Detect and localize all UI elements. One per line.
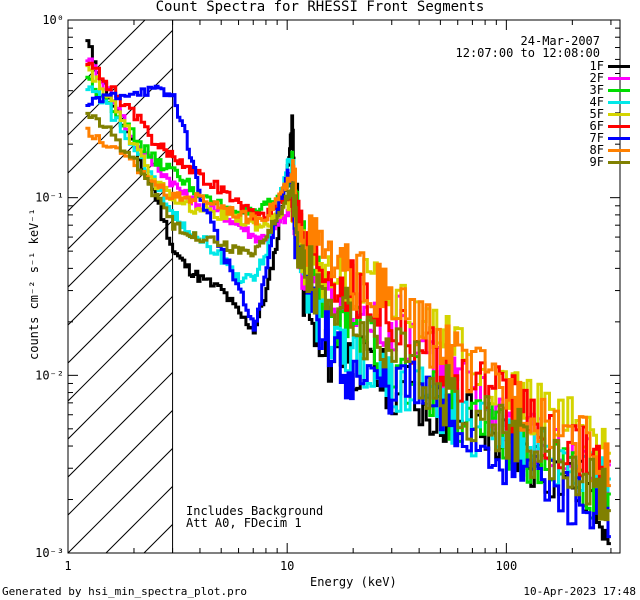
y-tick-label: 10⁻³ — [35, 546, 64, 560]
x-tick-label: 100 — [496, 559, 518, 573]
legend-swatch — [608, 136, 630, 140]
legend-swatch — [608, 148, 630, 152]
hatch-line — [68, 219, 173, 326]
legend-swatch — [608, 88, 630, 92]
y-tick-label: 10⁻² — [35, 368, 64, 382]
hatch-line — [68, 105, 173, 212]
x-tick-label: 1 — [64, 559, 71, 573]
hatch-line — [68, 447, 173, 553]
legend-entry: 1F — [589, 59, 630, 73]
legend-label: 3F — [589, 83, 604, 97]
generator-credit: Generated by hsi_min_spectra_plot.pro — [2, 585, 248, 598]
y-tick-label: 10⁻¹ — [35, 191, 64, 205]
observation-time-range: 12:07:00 to 12:08:00 — [455, 46, 601, 60]
chart-title: Count Spectra for RHESSI Front Segments — [155, 0, 485, 15]
legend-swatch — [608, 76, 630, 80]
y-axis-label: counts cm⁻² s⁻¹ keV⁻¹ — [27, 208, 41, 360]
legend-label: 5F — [589, 107, 604, 121]
series-line-6F — [85, 61, 611, 481]
legend-swatch — [608, 64, 630, 68]
y-tick-label: 10⁰ — [42, 13, 64, 27]
hatch-line — [68, 181, 173, 288]
observation-date: 24-Mar-2007 — [520, 34, 600, 48]
hatch-line — [68, 29, 173, 136]
plot-frame — [67, 19, 621, 554]
legend-label: 9F — [589, 155, 604, 169]
legend-swatch — [608, 124, 630, 128]
x-tick-label: 10 — [280, 559, 294, 573]
legend-entry: 8F — [589, 143, 630, 157]
hatch-line — [68, 257, 173, 364]
hatch-line — [68, 371, 173, 478]
background-note: Includes Background — [186, 504, 324, 518]
legend-label: 1F — [589, 59, 604, 73]
legend-entry: 9F — [589, 155, 630, 169]
legend: 1F 2F 3F 4F 5F 6F 7F 8F 9F — [589, 59, 630, 169]
legend-entry: 6F — [589, 119, 630, 133]
legend-label: 7F — [589, 131, 604, 145]
legend-entry: 3F — [589, 83, 630, 97]
legend-swatch — [608, 100, 630, 104]
legend-label: 2F — [589, 71, 604, 85]
hatch-line — [68, 333, 173, 440]
legend-label: 8F — [589, 143, 604, 157]
generation-timestamp: 10-Apr-2023 17:48 — [523, 585, 636, 598]
legend-entry: 7F — [589, 131, 630, 145]
legend-swatch — [608, 112, 630, 116]
legend-label: 6F — [589, 119, 604, 133]
legend-entry: 4F — [589, 95, 630, 109]
x-axis-label: Energy (keV) — [310, 575, 397, 589]
hatch-line — [68, 409, 173, 516]
legend-entry: 5F — [589, 107, 630, 121]
legend-entry: 2F — [589, 71, 630, 85]
attenuator-note: Att A0, FDecim 1 — [186, 516, 302, 530]
legend-label: 4F — [589, 95, 604, 109]
legend-swatch — [608, 160, 630, 164]
series-line-9F — [85, 111, 611, 522]
